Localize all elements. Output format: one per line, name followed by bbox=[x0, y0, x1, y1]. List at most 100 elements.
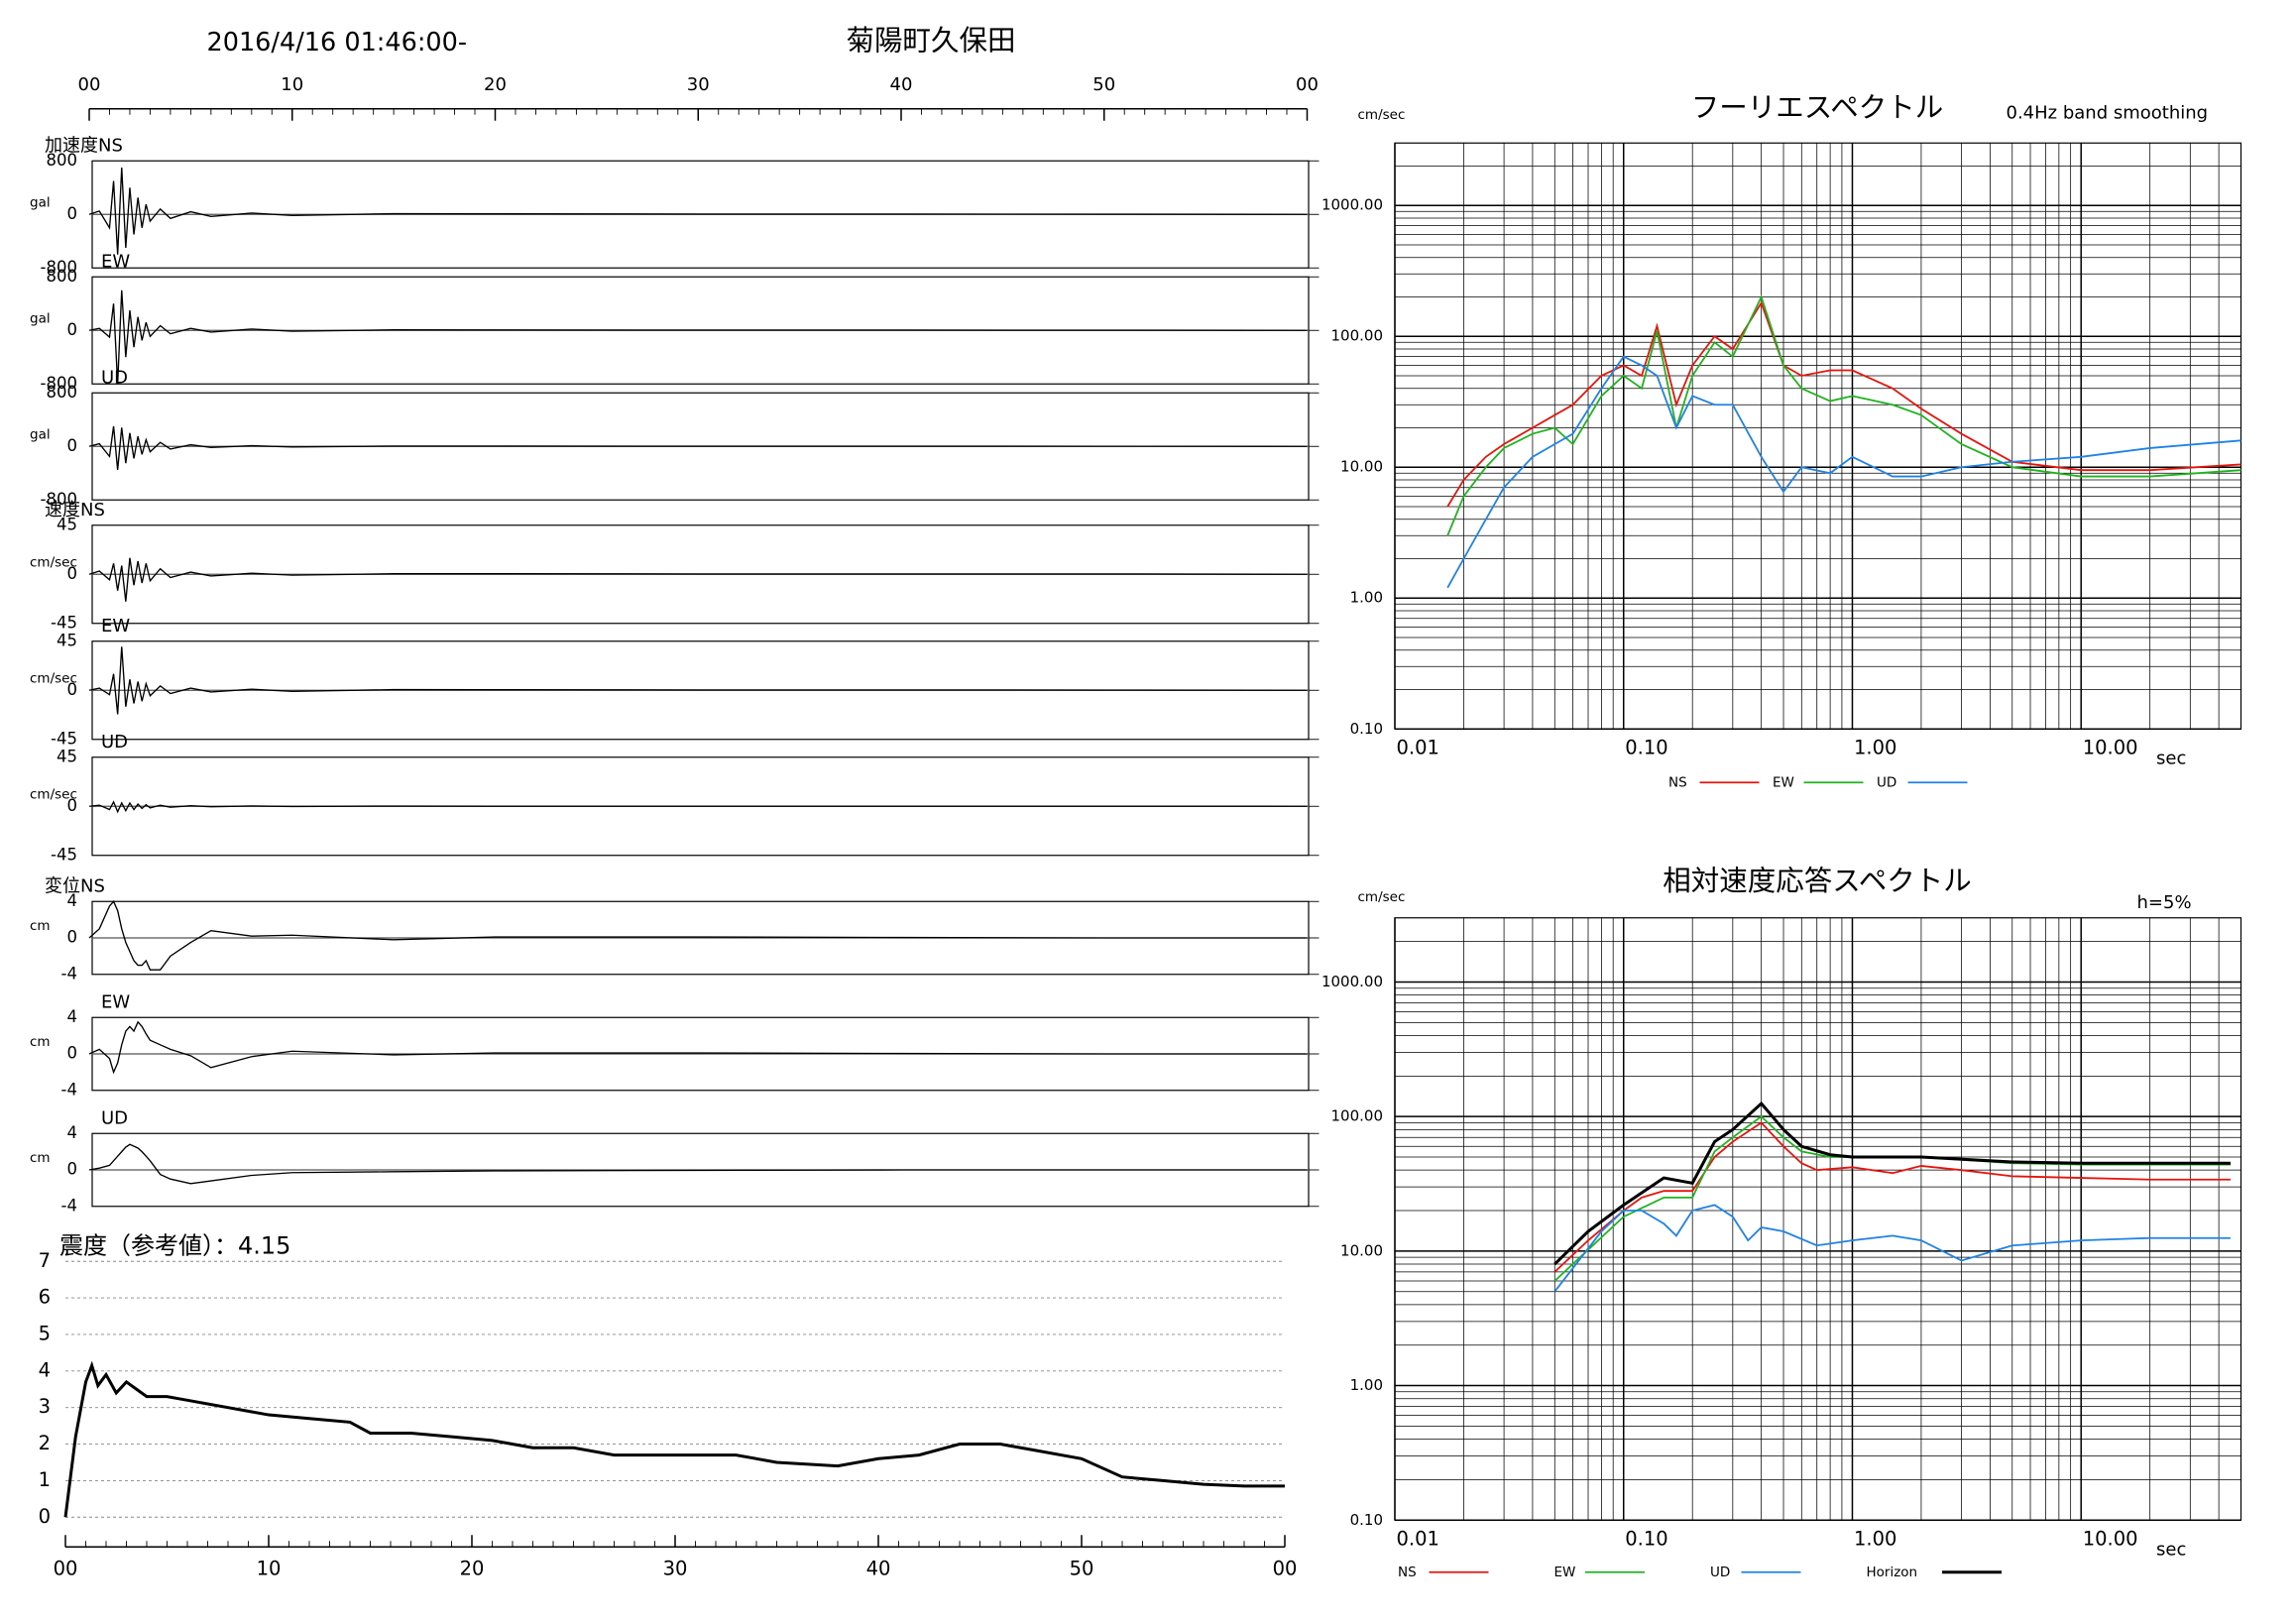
x-tick-label: 00 bbox=[78, 74, 101, 95]
unit-label: gal bbox=[30, 310, 51, 326]
y-tick-label: 0 bbox=[67, 1160, 78, 1179]
y-tick-label: -800 bbox=[41, 258, 77, 277]
waveform-trace bbox=[88, 800, 1308, 814]
unit-label: cm bbox=[30, 1034, 51, 1050]
y-tick-label: 0.10 bbox=[1350, 1511, 1383, 1529]
y-tick-label: 4 bbox=[67, 1123, 78, 1142]
unit-label: cm/sec bbox=[30, 554, 77, 570]
y-tick-label: 0.10 bbox=[1350, 720, 1383, 738]
x-tick-label: 40 bbox=[866, 1557, 891, 1579]
x-tick-label: 1.00 bbox=[1854, 736, 1896, 758]
unit-label: cm bbox=[30, 1150, 51, 1166]
y-tick-label: 0 bbox=[67, 564, 78, 583]
response-x-label: sec bbox=[2156, 1539, 2186, 1560]
x-tick-label: 50 bbox=[1070, 1557, 1094, 1579]
spectrum-line bbox=[1446, 300, 2241, 508]
component-label: EW bbox=[101, 251, 130, 272]
y-tick-label: 5 bbox=[39, 1322, 51, 1344]
y-tick-label: 4 bbox=[39, 1358, 51, 1381]
y-tick-label: 4 bbox=[67, 1007, 78, 1026]
y-tick-label: -45 bbox=[51, 613, 77, 632]
x-tick-label: 40 bbox=[890, 74, 913, 95]
unit-label: cm/sec bbox=[30, 786, 77, 802]
waveform-trace bbox=[88, 1020, 1308, 1075]
unit-label: cm bbox=[30, 918, 51, 934]
waveform-trace bbox=[88, 167, 1308, 255]
record-time: 2016/4/16 01:46:00- bbox=[207, 28, 468, 58]
x-tick-label: 50 bbox=[1092, 74, 1115, 95]
x-tick-label: 0.01 bbox=[1397, 736, 1439, 758]
y-tick-label: 0 bbox=[67, 436, 78, 455]
legend-label: EW bbox=[1554, 1565, 1576, 1580]
y-tick-label: 0 bbox=[67, 796, 78, 815]
fourier-x-label: sec bbox=[2156, 748, 2186, 768]
plot-frame bbox=[1394, 142, 2242, 730]
legend-label: NS bbox=[1398, 1565, 1417, 1580]
x-tick-label: 0.01 bbox=[1397, 1527, 1439, 1550]
y-tick-label: -4 bbox=[61, 1196, 77, 1215]
y-tick-label: -4 bbox=[61, 1080, 77, 1099]
y-tick-label: 800 bbox=[47, 383, 78, 402]
y-tick-label: 800 bbox=[47, 151, 78, 170]
y-tick-label: 0 bbox=[67, 680, 78, 699]
y-tick-label: 3 bbox=[39, 1395, 51, 1418]
y-tick-label: -45 bbox=[51, 729, 77, 748]
x-tick-label: 0.10 bbox=[1625, 736, 1667, 758]
waveform-trace bbox=[88, 425, 1308, 470]
y-tick-label: 45 bbox=[57, 631, 77, 649]
y-tick-label: 10.00 bbox=[1340, 458, 1383, 476]
legend-label: UD bbox=[1710, 1565, 1730, 1580]
x-tick-label: 0.10 bbox=[1625, 1527, 1667, 1550]
y-tick-label: 2 bbox=[39, 1432, 51, 1454]
component-label: 変位NS bbox=[45, 875, 105, 896]
spectrum-line bbox=[1446, 294, 2241, 536]
component-label: UD bbox=[101, 367, 128, 388]
y-tick-label: 1.00 bbox=[1350, 589, 1383, 607]
fourier-y-label: cm/sec bbox=[1358, 107, 1406, 123]
x-tick-label: 00 bbox=[1296, 74, 1319, 95]
waveform-trace bbox=[88, 900, 1308, 971]
y-tick-label: 0 bbox=[67, 1044, 78, 1063]
y-tick-label: -4 bbox=[61, 964, 77, 983]
x-tick-label: 30 bbox=[663, 1557, 688, 1579]
waveform-trace bbox=[88, 646, 1308, 715]
station-name: 菊陽町久保田 bbox=[846, 24, 1015, 57]
y-tick-label: 1000.00 bbox=[1321, 196, 1383, 214]
x-tick-label: 1.00 bbox=[1854, 1527, 1896, 1550]
y-tick-label: 1.00 bbox=[1350, 1376, 1383, 1394]
waveform-trace bbox=[88, 290, 1308, 385]
plot-frame bbox=[1394, 917, 2242, 1521]
y-tick-label: 800 bbox=[47, 267, 78, 286]
y-tick-label: -800 bbox=[41, 490, 77, 509]
y-tick-label: 100.00 bbox=[1331, 327, 1384, 345]
x-tick-label: 00 bbox=[54, 1557, 78, 1579]
x-tick-label: 20 bbox=[484, 74, 507, 95]
waveform-trace bbox=[88, 1143, 1308, 1185]
legend-label: NS bbox=[1668, 774, 1687, 790]
spectrum-line bbox=[1553, 1115, 2231, 1282]
y-tick-label: 4 bbox=[67, 891, 78, 910]
y-tick-label: 100.00 bbox=[1331, 1107, 1384, 1125]
x-tick-label: 20 bbox=[460, 1557, 485, 1579]
component-label: UD bbox=[101, 732, 128, 753]
unit-label: gal bbox=[30, 194, 51, 210]
legend-label: EW bbox=[1773, 774, 1794, 790]
y-tick-label: 0 bbox=[67, 204, 78, 223]
legend-label: UD bbox=[1877, 774, 1896, 790]
fourier-title: フーリエスペクトル bbox=[1691, 91, 1944, 124]
x-tick-label: 10.00 bbox=[2083, 1527, 2138, 1550]
y-tick-label: -45 bbox=[51, 845, 77, 864]
unit-label: cm/sec bbox=[30, 670, 77, 686]
y-tick-label: 6 bbox=[39, 1286, 51, 1309]
y-tick-label: 45 bbox=[57, 515, 77, 533]
y-tick-label: 0 bbox=[67, 320, 78, 339]
legend-label: Horizon bbox=[1867, 1565, 1918, 1580]
component-label: EW bbox=[101, 991, 130, 1012]
component-label: 加速度NS bbox=[45, 135, 123, 156]
y-tick-label: 10.00 bbox=[1340, 1241, 1383, 1259]
component-label: EW bbox=[101, 616, 130, 637]
spectrum-line bbox=[1553, 1204, 2231, 1293]
x-tick-label: 10.00 bbox=[2083, 736, 2138, 758]
